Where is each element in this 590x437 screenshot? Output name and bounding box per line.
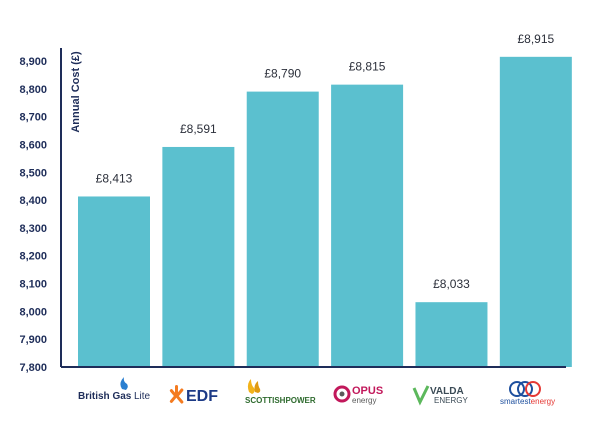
opus-ring-icon xyxy=(333,385,351,403)
valda-v-icon xyxy=(412,385,430,406)
bars xyxy=(78,56,572,368)
british-gas-logo-suffix: Lite xyxy=(134,391,151,402)
y-tick-label: 8,800 xyxy=(19,84,47,96)
data-label-1: £8,591 xyxy=(180,122,217,136)
bar-0 xyxy=(78,196,150,367)
british-gas-logo-text: British Gas xyxy=(78,391,132,402)
data-label-5: £8,915 xyxy=(517,32,554,46)
valda-energy-logo: VALDA ENERGY xyxy=(412,385,468,406)
data-label-0: £8,413 xyxy=(96,171,133,185)
opus-logo-text: OPUS xyxy=(352,385,383,397)
bar-1 xyxy=(162,146,235,367)
data-labels: £8,413 £8,591 £8,790 £8,815 £8,033 £8,915 xyxy=(96,32,555,291)
data-label-2: £8,790 xyxy=(264,67,301,81)
y-tick-label: 8,200 xyxy=(19,251,47,263)
valda-logo-subtext: ENERGY xyxy=(434,396,468,405)
y-tick-label: 8,100 xyxy=(19,279,47,291)
british-gas-logo: British Gas Lite xyxy=(78,377,151,402)
scottishpower-logo: SCOTTISHPOWER xyxy=(245,379,316,405)
y-tick-label: 8,000 xyxy=(19,306,47,318)
y-tick-label: 7,800 xyxy=(19,362,47,374)
british-gas-flame-icon xyxy=(120,377,128,390)
y-axis-title: Annual Cost (£) xyxy=(70,51,82,133)
smartestenergy-rings-icon xyxy=(509,381,541,397)
bar-2 xyxy=(246,91,319,367)
scottishpower-flame-icon xyxy=(247,379,255,394)
y-tick-label: 8,500 xyxy=(19,167,47,179)
data-label-3: £8,815 xyxy=(349,60,386,74)
smartestenergy-logo-text: smartestenergy xyxy=(500,397,555,406)
opus-energy-logo: OPUS energy xyxy=(333,385,383,405)
edf-logo: EDF xyxy=(169,385,218,405)
opus-logo-subtext: energy xyxy=(352,396,376,405)
y-tick-label: 7,900 xyxy=(19,334,47,346)
y-tick-label: 8,700 xyxy=(19,112,47,124)
y-tick-label: 8,900 xyxy=(19,56,47,68)
valda-logo-text: VALDA xyxy=(430,386,464,397)
data-label-4: £8,033 xyxy=(433,277,470,291)
y-axis-ticks: 7,800 7,900 8,000 8,100 8,200 8,300 8,400 8,500… xyxy=(19,56,47,374)
edf-logo-text: EDF xyxy=(186,388,218,405)
smartestenergy-logo: smartestenergy xyxy=(500,381,555,406)
edf-sun-icon xyxy=(169,385,184,404)
y-tick-label: 8,400 xyxy=(19,195,47,207)
bar-3 xyxy=(331,84,404,368)
y-tick-label: 8,300 xyxy=(19,223,47,235)
scottishpower-logo-text: SCOTTISHPOWER xyxy=(245,396,316,405)
bar-4 xyxy=(415,302,488,367)
y-tick-label: 8,600 xyxy=(19,139,47,151)
bar-5 xyxy=(499,56,572,368)
